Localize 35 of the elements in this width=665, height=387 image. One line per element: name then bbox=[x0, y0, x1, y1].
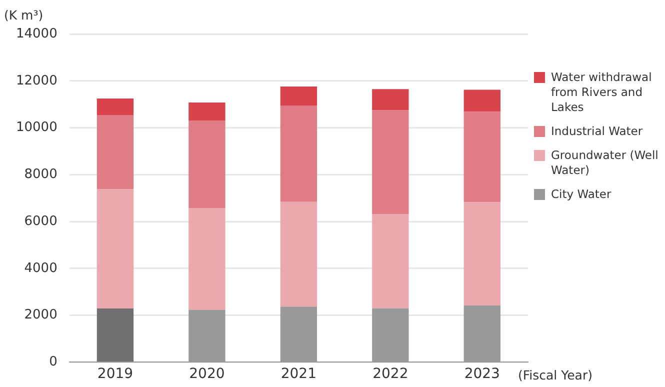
bar bbox=[280, 106, 318, 202]
x-tick-label: 2022 bbox=[372, 366, 408, 382]
y-tick-label: 12000 bbox=[16, 73, 58, 88]
legend-label: Water withdrawal from Rivers and Lakes bbox=[551, 70, 653, 115]
x-tick-label: 2023 bbox=[464, 366, 500, 382]
y-tick-label: 0 bbox=[49, 354, 58, 370]
bar bbox=[372, 110, 409, 214]
x-axis-title: (Fiscal Year) bbox=[518, 367, 592, 382]
bar bbox=[188, 208, 226, 310]
x-tick-label: 2019 bbox=[97, 366, 134, 382]
y-tick-label: 6000 bbox=[24, 214, 58, 229]
bar bbox=[372, 89, 409, 110]
x-tick-label: 2021 bbox=[280, 366, 316, 382]
y-axis-title: (K m³) bbox=[4, 7, 44, 22]
legend-label: Industrial Water bbox=[551, 124, 643, 139]
x-tick-label: 2020 bbox=[189, 366, 225, 382]
y-tick-label: 10000 bbox=[16, 120, 58, 136]
y-tick-label: 8000 bbox=[24, 167, 58, 182]
bar bbox=[372, 214, 409, 308]
legend-label: Groundwater (Well Water) bbox=[551, 148, 660, 178]
bar bbox=[464, 90, 500, 112]
y-tick-label: 4000 bbox=[24, 260, 58, 276]
bar bbox=[464, 202, 500, 306]
bar bbox=[280, 86, 318, 106]
y-tick-label: 14000 bbox=[16, 26, 58, 42]
bar bbox=[96, 98, 134, 116]
bar bbox=[96, 115, 134, 190]
bar bbox=[464, 112, 500, 202]
bar bbox=[280, 202, 318, 307]
bar bbox=[188, 102, 226, 121]
bar bbox=[96, 308, 134, 362]
y-tick-label: 2000 bbox=[24, 308, 58, 323]
bar bbox=[96, 189, 134, 309]
legend-label: City Water bbox=[551, 187, 612, 202]
bar bbox=[188, 120, 226, 208]
